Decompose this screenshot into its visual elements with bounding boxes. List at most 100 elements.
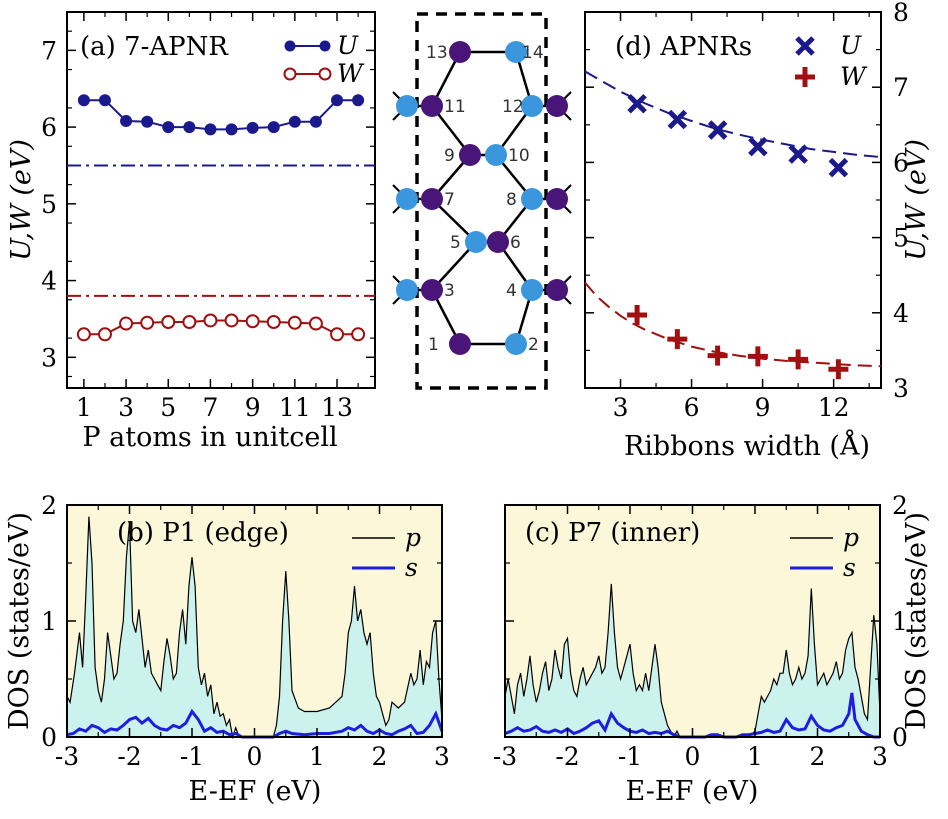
point-w: [162, 316, 174, 328]
x-tick-label: 2: [810, 742, 826, 771]
x-tick-label: -2: [117, 742, 141, 771]
panel-d-xlabel: Ribbons width (Å): [624, 429, 870, 462]
x-tick-label: 0: [247, 742, 263, 771]
x-tick-label: 3: [613, 393, 629, 422]
point-u: [162, 121, 174, 133]
atom-label-13: 13: [426, 43, 448, 63]
y-tick-label: 4: [893, 299, 909, 328]
point-u: [331, 94, 343, 106]
point-w: [226, 314, 238, 326]
legend-u-marker: [320, 41, 330, 51]
y-tick-label: 5: [893, 224, 909, 253]
atom-label-3: 3: [444, 281, 455, 301]
panel-d-fits: [585, 71, 881, 366]
point-u: [669, 112, 685, 128]
fit-u: [585, 71, 881, 157]
panel-a-title: (a) 7-APNR: [80, 32, 229, 62]
point-w: [352, 328, 364, 340]
x-tick-label: 1: [76, 393, 92, 422]
point-u: [310, 116, 322, 128]
atom-label-6: 6: [510, 233, 521, 253]
point-u: [141, 116, 153, 128]
point-u: [268, 121, 280, 133]
point-u: [830, 160, 846, 176]
point-w: [141, 317, 153, 329]
x-tick-label: 0: [685, 742, 701, 771]
point-w: [204, 314, 216, 326]
atom-neighbor: [396, 279, 418, 301]
x-tick-label: 9: [755, 393, 771, 422]
legend-s-label: s: [405, 553, 418, 582]
x-tick-label: 3: [434, 742, 450, 771]
atom-label-5: 5: [450, 233, 461, 253]
point-u: [99, 94, 111, 106]
atom-label-4: 4: [506, 281, 517, 301]
atom-label-7: 7: [444, 190, 455, 210]
atom-neighbor: [546, 188, 568, 210]
panel-b-ylabel: DOS (states/eV): [4, 512, 35, 730]
panel-a-series: [78, 94, 364, 340]
atom-5: [465, 231, 487, 253]
atom-neighbor: [396, 188, 418, 210]
point-w: [99, 328, 111, 340]
legend-u-cross: [797, 38, 813, 54]
y-tick-label: 3: [41, 343, 57, 372]
atom-13: [449, 41, 471, 63]
legend-p-label: p: [843, 523, 859, 552]
point-w: [120, 318, 132, 330]
x-tick-label: -1: [618, 742, 642, 771]
x-tick-label: 13: [321, 393, 353, 422]
atom-1: [449, 333, 471, 355]
atom-neighbor: [396, 95, 418, 117]
panel-a-reference-lines: [67, 165, 375, 295]
point-u: [226, 123, 238, 135]
atom-label-10: 10: [508, 146, 530, 166]
panel-b-xlabel: E-EF (eV): [189, 776, 322, 807]
atom-label-11: 11: [444, 97, 466, 117]
panel-a-ylabel: U,W (eV): [6, 139, 37, 261]
x-tick-label: -1: [180, 742, 204, 771]
point-w: [331, 328, 343, 340]
point-w: [310, 318, 322, 330]
panel-a-frame: [67, 12, 375, 388]
point-w: [183, 316, 195, 328]
panel-d-legend: U W: [795, 31, 868, 91]
point-w: [788, 349, 808, 369]
point-u: [247, 122, 259, 134]
point-u: [78, 94, 90, 106]
atom-label-12: 12: [502, 97, 524, 117]
x-tick-label: 3: [872, 742, 888, 771]
atom-9: [459, 144, 481, 166]
panel-c-xlabel: E-EF (eV): [626, 776, 759, 807]
x-tick-label: 6: [684, 393, 700, 422]
atom-label-1: 1: [428, 335, 439, 355]
point-w: [268, 316, 280, 328]
atom-10: [485, 144, 507, 166]
x-tick-label: 1: [747, 742, 763, 771]
legend-w-plus: [795, 67, 815, 87]
panel-c-title: (c) P7 (inner): [525, 518, 700, 548]
y-tick-label: 3: [893, 374, 909, 403]
atom-label-9: 9: [444, 146, 455, 166]
legend-u-label: U: [840, 31, 862, 60]
point-u: [352, 94, 364, 106]
y-tick-label: 0: [41, 723, 57, 752]
y-tick-label: 6: [893, 148, 909, 177]
atom-label-14: 14: [522, 43, 544, 63]
point-w: [748, 346, 768, 366]
point-u: [790, 146, 806, 162]
atom-2: [505, 333, 527, 355]
atom-neighbor: [546, 279, 568, 301]
point-u: [629, 96, 645, 112]
figure: (a) 7-APNR P atoms in unitcell U,W (eV) …: [0, 0, 948, 819]
point-u: [204, 123, 216, 135]
legend-u-label: U: [337, 31, 359, 60]
panel-a-legend: U W: [285, 31, 366, 88]
legend-w-label: W: [337, 59, 365, 88]
x-tick-label: -2: [555, 742, 579, 771]
y-tick-label: 6: [41, 113, 57, 142]
x-tick-label: 12: [818, 393, 850, 422]
